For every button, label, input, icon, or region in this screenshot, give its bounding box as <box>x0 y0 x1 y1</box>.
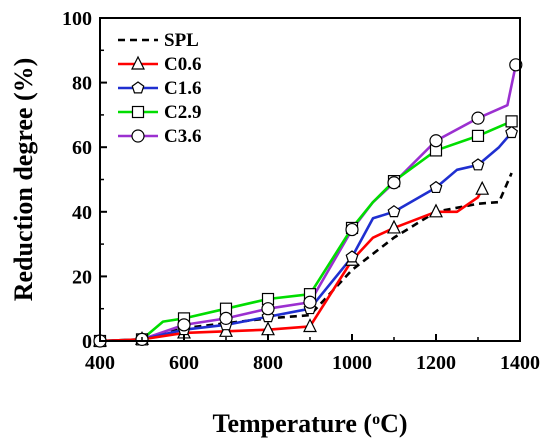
data-point-c3-6 <box>429 134 443 148</box>
marker-layer <box>93 58 523 348</box>
x-axis-title-superscript: o <box>372 411 380 428</box>
data-point-c0-6 <box>387 219 401 234</box>
legend-label: C3.6 <box>164 126 201 147</box>
legend-marker <box>131 55 145 70</box>
y-tick-label: 60 <box>72 137 92 159</box>
data-point-c3-6 <box>387 176 401 190</box>
y-tick-label: 40 <box>72 202 92 224</box>
x-tick-label: 1200 <box>416 352 456 374</box>
x-tick-label: 1000 <box>332 352 372 374</box>
data-point-c0-6 <box>219 322 233 337</box>
legend-marker <box>131 81 145 94</box>
series-line-c0-6 <box>99 188 484 343</box>
data-point-c2-9 <box>471 129 485 142</box>
data-point-c3-6 <box>261 302 275 316</box>
data-point-c2-9 <box>505 115 518 128</box>
data-point-c3-6 <box>219 311 233 325</box>
legend-item-c1-6: C1.6 <box>118 78 201 99</box>
series-line-spl <box>99 172 513 343</box>
x-tick-label: 800 <box>253 352 283 374</box>
legend-label: C0.6 <box>164 54 201 75</box>
y-tick-label: 100 <box>62 8 92 30</box>
data-point-c1-6 <box>387 205 401 218</box>
data-point-c1-6 <box>345 250 359 263</box>
data-point-c0-6 <box>303 318 317 333</box>
y-tick-label: 80 <box>72 73 92 95</box>
legend-marker <box>131 129 145 143</box>
x-tick-label: 400 <box>85 352 115 374</box>
legend-label: SPL <box>164 30 199 51</box>
tick-layer: 400 600 800 1000 1200 1400 0 20 40 60 80 100 <box>62 8 540 374</box>
data-point-c3-6 <box>303 295 317 309</box>
legend: SPL C0.6 C1.6 C2.9 C3.6 <box>118 30 201 147</box>
legend-item-spl: SPL <box>118 30 199 51</box>
x-tick-label: 1400 <box>500 352 540 374</box>
data-point-c3-6 <box>345 222 359 237</box>
data-point-c3-6 <box>177 318 191 332</box>
data-point-c1-6 <box>505 125 519 139</box>
legend-item-c0-6: C0.6 <box>118 54 201 75</box>
data-point-c3-6 <box>509 58 523 72</box>
y-tick-label: 20 <box>72 266 92 288</box>
y-tick-label: 0 <box>82 331 92 353</box>
y-axis-title: Reduction degree (%) <box>9 58 38 302</box>
data-point-c1-6 <box>429 180 443 194</box>
data-point-c0-6 <box>429 203 443 218</box>
legend-item-c2-9: C2.9 <box>118 102 201 123</box>
legend-label: C2.9 <box>164 102 201 123</box>
x-tick-label: 600 <box>169 352 199 374</box>
x-axis-title: Temperature (oC) <box>212 409 407 438</box>
data-point-c0-6 <box>475 180 490 195</box>
data-point-c3-6 <box>471 111 485 125</box>
legend-item-c3-6: C3.6 <box>118 126 201 147</box>
legend-label: C1.6 <box>164 78 201 99</box>
legend-marker <box>131 105 145 119</box>
data-point-c1-6 <box>471 158 485 171</box>
